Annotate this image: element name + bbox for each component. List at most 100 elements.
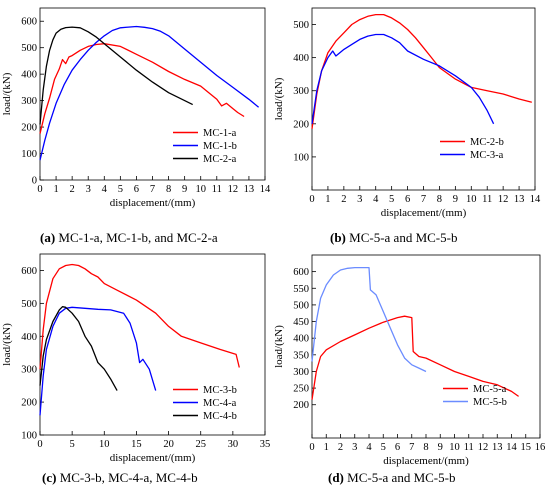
x-tick-label: 10 — [195, 184, 206, 195]
x-tick-label: 5 — [381, 442, 386, 453]
x-tick-label: 10 — [449, 442, 460, 453]
x-tick-label: 10 — [99, 439, 110, 450]
legend-label: MC-1-b — [203, 141, 237, 152]
x-tick-label: 4 — [102, 184, 108, 195]
x-tick-label: 0 — [309, 194, 314, 205]
x-tick-label: 4 — [373, 194, 379, 205]
series-line-mc-4-b — [39, 306, 118, 391]
y-tick-label: 400 — [21, 70, 37, 81]
y-tick-label: 300 — [293, 367, 309, 378]
x-tick-label: 8 — [166, 184, 171, 195]
x-tick-label: 15 — [131, 439, 142, 450]
x-tick-label: 8 — [437, 194, 442, 205]
caption-b-letter: (b) — [330, 230, 346, 245]
y-tick-label: 600 — [21, 17, 37, 28]
caption-d: (d) MC-5-a and MC-5-b — [328, 470, 455, 486]
chart-b: 0 1 2 3 4 5 6 7 8 9 10 11 12 13 14100200300400500displ… — [273, 7, 541, 219]
y-tick-label: 550 — [293, 284, 309, 295]
x-tick-label: 1 — [325, 194, 330, 205]
chart-a: 0 1 2 3 4 5 6 7 8 9 10 11 12 13 140100200300400500600d… — [1, 7, 271, 209]
legend-label: MC-2-b — [470, 137, 504, 148]
y-tick-label: 450 — [293, 317, 309, 328]
y-axis-label: load/(kN) — [1, 72, 13, 115]
x-tick-label: 16 — [535, 442, 546, 453]
caption-c-letter: (c) — [42, 470, 57, 485]
y-axis-label: load/(kN) — [273, 77, 285, 120]
y-tick-label: 400 — [293, 334, 309, 345]
y-tick-label: 300 — [21, 96, 37, 107]
x-tick-label: 6 — [405, 194, 410, 205]
x-tick-label: 9 — [182, 184, 187, 195]
y-tick-label: 350 — [293, 350, 309, 361]
chart-d: 0 1 2 3 4 5 6 7 8 9 10 11 12 13 14 15 162002503003504004… — [273, 254, 546, 467]
y-tick-label: 100 — [21, 431, 37, 442]
x-tick-label: 13 — [244, 184, 255, 195]
legend-label: MC-4-b — [203, 411, 237, 422]
x-tick-label: 14 — [506, 442, 517, 453]
legend-label: MC-2-a — [203, 154, 237, 165]
caption-a-text: MC-1-a, MC-1-b, and MC-2-a — [55, 230, 218, 245]
legend-label: MC-4-a — [203, 398, 237, 409]
x-tick-label: 13 — [492, 442, 503, 453]
x-tick-label: 15 — [521, 442, 532, 453]
caption-a: (a) MC-1-a, MC-1-b, and MC-2-a — [40, 230, 218, 246]
y-tick-label: 200 — [21, 123, 37, 134]
y-tick-label: 600 — [293, 267, 309, 278]
y-tick-label: 500 — [293, 300, 309, 311]
x-tick-label: 12 — [228, 184, 239, 195]
y-tick-label: 250 — [293, 384, 309, 395]
x-tick-label: 0 — [37, 184, 42, 195]
y-tick-label: 100 — [21, 149, 37, 160]
legend-label: MC-3-a — [470, 150, 504, 161]
caption-c-text: MC-3-b, MC-4-a, MC-4-b — [56, 470, 198, 485]
caption-b: (b) MC-5-a and MC-5-b — [330, 230, 457, 246]
legend-label: MC-5-b — [473, 397, 507, 408]
y-tick-label: 500 — [293, 20, 309, 31]
x-tick-label: 0 — [37, 439, 42, 450]
x-tick-label: 5 — [389, 194, 394, 205]
x-tick-label: 14 — [530, 194, 541, 205]
x-tick-label: 1 — [324, 442, 329, 453]
x-tick-label: 7 — [409, 442, 414, 453]
x-tick-label: 6 — [395, 442, 400, 453]
y-tick-label: 200 — [293, 119, 309, 130]
x-axis-label: displacement/(mm) — [110, 452, 196, 464]
series-line-mc-2-a — [39, 26, 193, 125]
caption-c: (c) MC-3-b, MC-4-a, MC-4-b — [42, 470, 198, 486]
x-tick-label: 3 — [86, 184, 91, 195]
x-tick-label: 3 — [352, 442, 357, 453]
series-line-mc-5-b — [311, 266, 427, 373]
y-tick-label: 200 — [293, 400, 309, 411]
x-tick-label: 10 — [466, 194, 477, 205]
series-line-mc-5-a — [311, 315, 519, 400]
y-tick-label: 300 — [293, 86, 309, 97]
y-tick-label: 600 — [21, 266, 37, 277]
x-tick-label: 7 — [421, 194, 426, 205]
x-tick-label: 3 — [357, 194, 362, 205]
x-tick-label: 5 — [118, 184, 123, 195]
x-axis-label: displacement/(mm) — [383, 455, 469, 467]
x-tick-label: 7 — [150, 184, 155, 195]
x-axis-label: displacement/(mm) — [381, 207, 467, 219]
y-axis-label: load/(kN) — [1, 323, 13, 366]
legend-label: MC-5-a — [473, 384, 507, 395]
x-axis-label: displacement/(mm) — [110, 197, 196, 209]
chart-c: 0 5 10 15 20 25 30 35 100 200 300 400 500 600 displace… — [1, 253, 270, 464]
x-tick-label: 25 — [195, 439, 206, 450]
series-line-mc-4-a — [39, 306, 157, 416]
y-tick-label: 200 — [21, 398, 37, 409]
caption-b-text: MC-5-a and MC-5-b — [345, 230, 458, 245]
legend-label: MC-3-b — [203, 385, 237, 396]
y-tick-label: 300 — [21, 365, 37, 376]
x-tick-label: 11 — [482, 194, 492, 205]
x-tick-label: 30 — [228, 439, 239, 450]
series-line-mc-3-b — [39, 263, 240, 370]
x-tick-label: 9 — [438, 442, 443, 453]
x-tick-label: 14 — [260, 184, 271, 195]
series-line-mc-2-b — [311, 13, 532, 129]
x-tick-label: 20 — [163, 439, 174, 450]
y-tick-label: 400 — [293, 53, 309, 64]
series-line-mc-1-b — [39, 25, 260, 161]
x-tick-label: 8 — [423, 442, 428, 453]
y-axis-label: load/(kN) — [273, 325, 285, 368]
